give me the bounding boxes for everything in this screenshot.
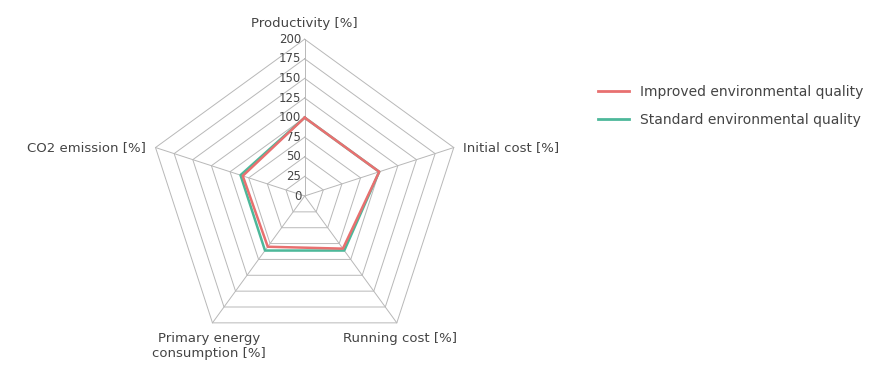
Text: 75: 75 [287, 131, 301, 144]
Text: CO2 emission [%]: CO2 emission [%] [27, 141, 146, 154]
Text: 125: 125 [279, 91, 301, 105]
Text: Running cost [%]: Running cost [%] [343, 332, 457, 345]
Text: Primary energy
consumption [%]: Primary energy consumption [%] [152, 332, 266, 360]
Text: 0: 0 [294, 189, 301, 203]
Text: 200: 200 [279, 33, 301, 46]
Text: Initial cost [%]: Initial cost [%] [463, 141, 559, 154]
Text: 25: 25 [287, 170, 301, 183]
Text: 175: 175 [279, 52, 301, 65]
Text: 150: 150 [279, 72, 301, 85]
Legend: Improved environmental quality, Standard environmental quality: Improved environmental quality, Standard… [599, 85, 864, 127]
Text: Productivity [%]: Productivity [%] [251, 17, 358, 30]
Text: 100: 100 [279, 111, 301, 124]
Text: 50: 50 [287, 150, 301, 163]
